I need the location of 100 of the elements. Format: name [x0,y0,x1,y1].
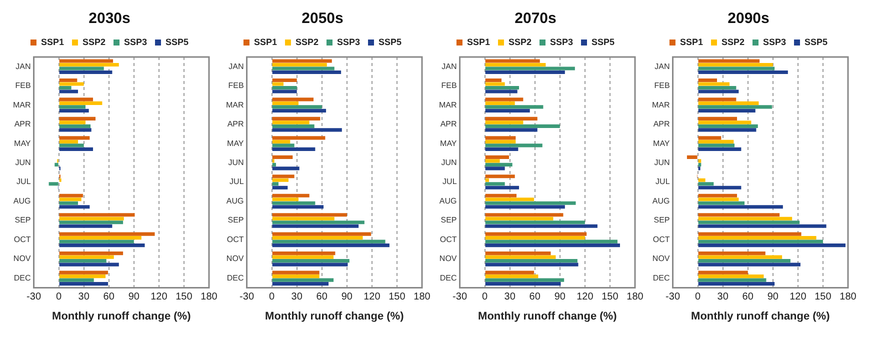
bar [485,198,534,202]
bar [485,232,587,236]
bar [59,259,106,263]
bar [686,155,698,159]
bar [698,282,775,286]
bar [59,216,124,220]
bar [485,78,502,82]
y-tick-label: MAR [652,100,670,110]
y-tick-label: DEC [652,273,670,282]
bar [272,124,314,128]
x-tick-label: -30 [452,292,468,303]
bar [485,178,489,182]
bar [272,90,297,94]
bar [485,144,542,148]
bar [59,66,104,70]
x-tick-label: 0 [56,292,62,303]
legend-label: SSP5 [378,36,402,47]
x-tick-label: 150 [388,292,406,303]
bar [272,140,290,144]
bar [485,66,575,70]
bar [272,66,334,70]
bar [59,274,106,278]
bar [48,182,58,186]
bar [485,90,518,94]
bar [698,186,742,190]
bar [485,128,538,132]
bar [272,278,334,282]
bar [698,224,826,228]
bar [272,178,288,182]
x-tick-label: 120 [576,292,594,303]
x-axis-title: Monthly runoff change (%) [265,310,404,322]
y-tick-label: JUL [16,177,32,186]
bar [698,62,773,67]
y-tick-label: AUG [439,196,457,206]
y-tick-label: AUG [652,196,670,206]
bar [272,166,300,170]
bar [485,62,546,67]
bar [272,216,334,220]
legend-label: SSP1 [254,36,277,47]
bar [59,201,78,205]
y-tick-label: FEB [441,81,457,90]
y-tick-label: JUL [656,177,670,186]
bar [698,262,800,266]
bar [698,252,766,256]
y-tick-label: JUL [442,177,458,186]
bar [698,144,735,148]
bar [59,194,84,198]
bar [272,232,372,236]
y-tick-label: JUN [228,158,244,167]
bar [485,252,551,256]
y-tick-label: OCT [14,234,31,244]
legend-label: SSP2 [508,36,532,47]
bar [272,116,320,120]
bar [485,86,520,90]
bar [485,240,618,244]
bar [59,198,82,202]
bar [485,262,578,266]
bar [272,82,284,86]
bar [272,282,329,286]
bar [272,70,342,74]
bar [485,201,576,205]
bar [485,186,520,190]
bar [485,101,515,105]
bar [272,105,322,109]
bar [485,213,564,217]
y-tick-label: JAN [654,62,670,71]
x-axis-title: Monthly runoff change (%) [691,310,830,322]
bar [59,128,92,132]
y-tick-label: SEP [654,216,670,225]
bar [485,205,565,209]
bar [485,278,564,282]
bar [272,220,364,224]
x-tick-label: 180 [840,292,857,303]
bar [698,86,736,90]
bar [59,270,108,274]
bar [272,244,390,248]
bar [272,201,316,205]
bar [485,259,578,263]
legend-label: SSP3 [550,36,574,47]
bar [272,162,276,166]
legend-label: SSP5 [592,36,615,47]
bar [485,105,544,109]
y-tick-label: OCT [226,234,244,244]
legend-label: SSP3 [337,36,360,47]
bar [54,162,58,166]
y-tick-label: MAY [653,138,670,148]
chart-title: 2090s [728,10,770,28]
bar [59,108,89,112]
legend-label: SSP5 [804,36,828,47]
x-tick-label: -30 [666,292,680,303]
y-tick-label: APR [440,120,457,129]
bar [59,278,94,282]
bar [272,108,326,112]
legend-label: SSP2 [82,36,106,47]
bar [485,162,512,166]
x-tick-label: 0 [269,292,276,303]
bar [59,136,90,140]
bar [272,62,327,67]
x-tick-label: 90 [554,292,566,303]
bar [485,70,565,74]
